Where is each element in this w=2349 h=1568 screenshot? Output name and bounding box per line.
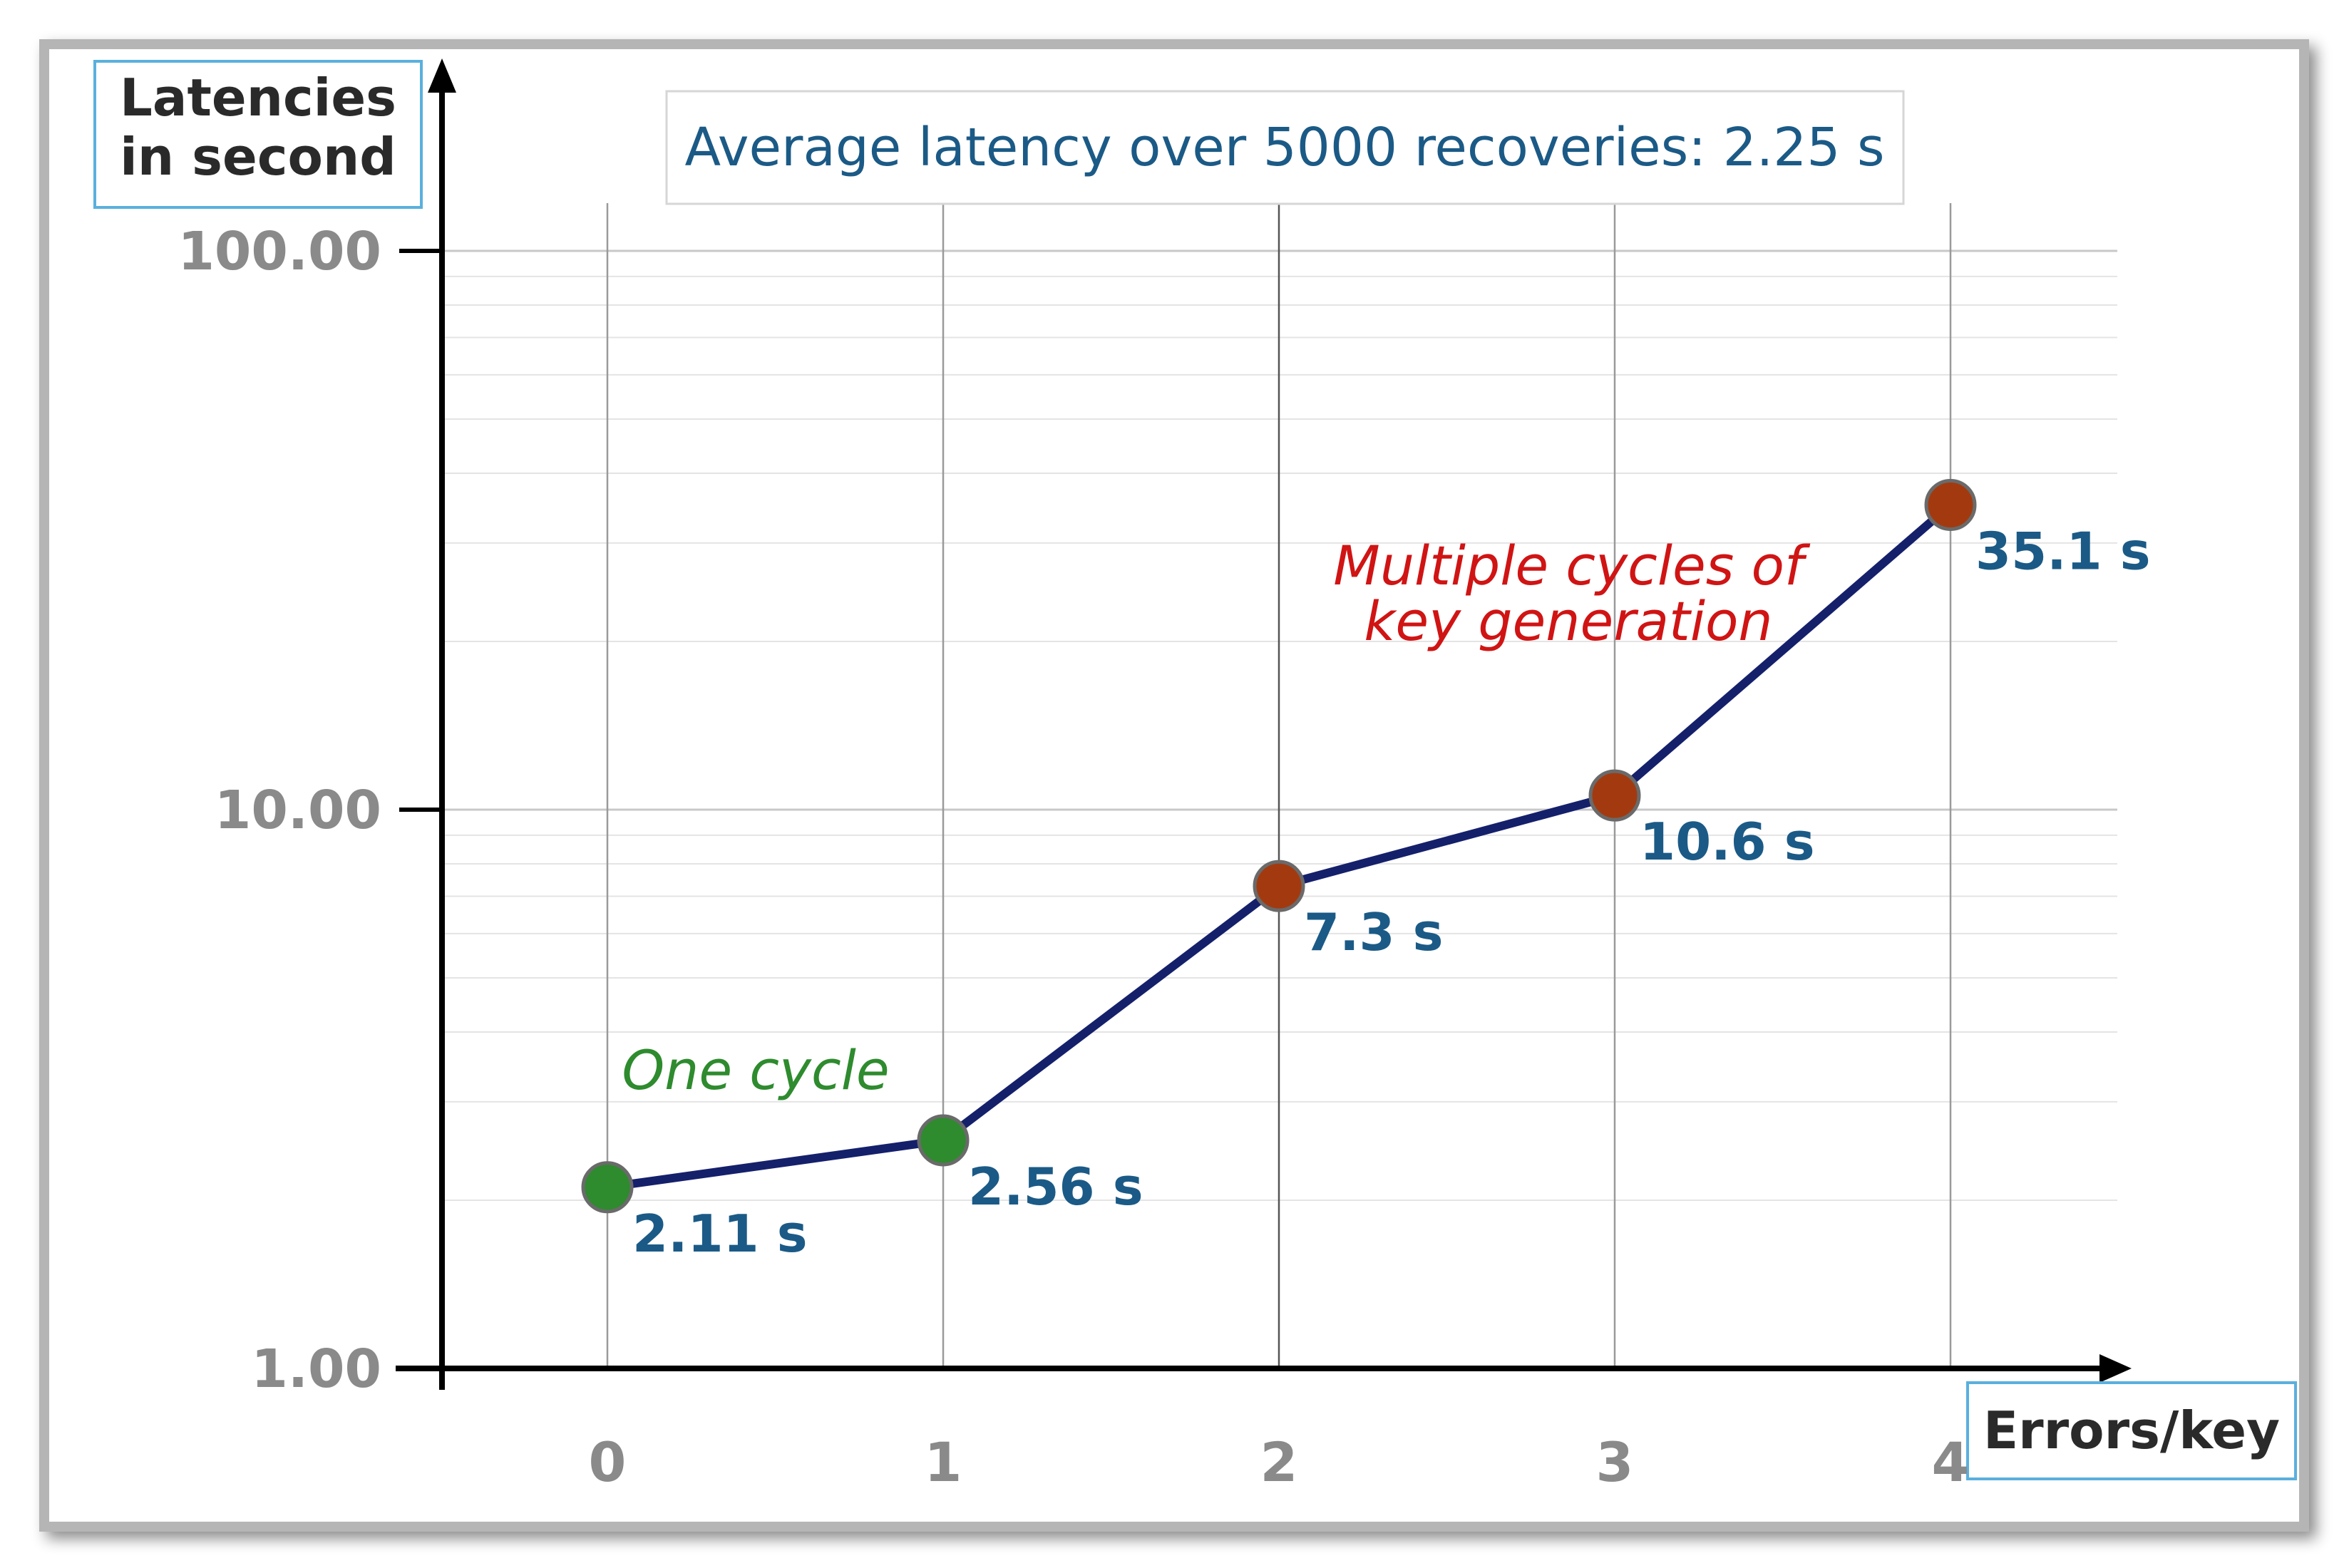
data-label: 2.11 s [632, 1204, 808, 1264]
chart-card [39, 39, 2309, 1532]
annotation-one-cycle: One cycle [622, 1038, 889, 1102]
data-point [1924, 478, 1977, 531]
x-tick-label: 1 [925, 1430, 962, 1494]
x-tick-label: 4 [1932, 1430, 1970, 1494]
x-axis-label-box [1966, 1381, 2297, 1480]
x-tick-label: 3 [1596, 1430, 1634, 1494]
y-axis [428, 58, 456, 1390]
y-axis-label-line1: Latencies [120, 68, 396, 128]
y-axis-label-line2: in second [120, 127, 396, 187]
gridlines [442, 203, 2117, 1368]
x-tick-label: 0 [589, 1430, 627, 1494]
data-label: 2.56 s [968, 1157, 1143, 1217]
y-axis-label-box [93, 60, 423, 209]
data-label: 7.3 s [1304, 902, 1443, 962]
latency-series: 2.11 s 2.56 s 7.3 s 10.6 s 35.1 s [581, 478, 2151, 1264]
y-tick-label: 1.00 [251, 1339, 381, 1400]
data-point [917, 1114, 970, 1167]
chart-title: Average latency over 5000 recoveries: 2.… [684, 117, 1884, 178]
x-tick-label: 2 [1260, 1430, 1298, 1494]
data-point [1253, 860, 1305, 912]
x-tick-labels: 0 1 2 3 4 [589, 1430, 1970, 1494]
data-point [1588, 769, 1641, 822]
data-label: 35.1 s [1975, 521, 2151, 581]
y-tick-labels: 1.00 10.00 100.00 [178, 221, 442, 1400]
annotation-multiple-cycles-line2: key generation [1364, 589, 1772, 653]
x-axis [396, 1354, 2132, 1383]
y-tick-label: 100.00 [178, 221, 381, 282]
data-label: 10.6 s [1640, 812, 1815, 872]
title-box [665, 90, 1905, 205]
y-tick-label: 10.00 [215, 780, 381, 841]
data-point [581, 1161, 634, 1214]
x-axis-label: Errors/key [1983, 1401, 2280, 1460]
annotation-multiple-cycles-line1: Multiple cycles of [1333, 534, 1811, 597]
